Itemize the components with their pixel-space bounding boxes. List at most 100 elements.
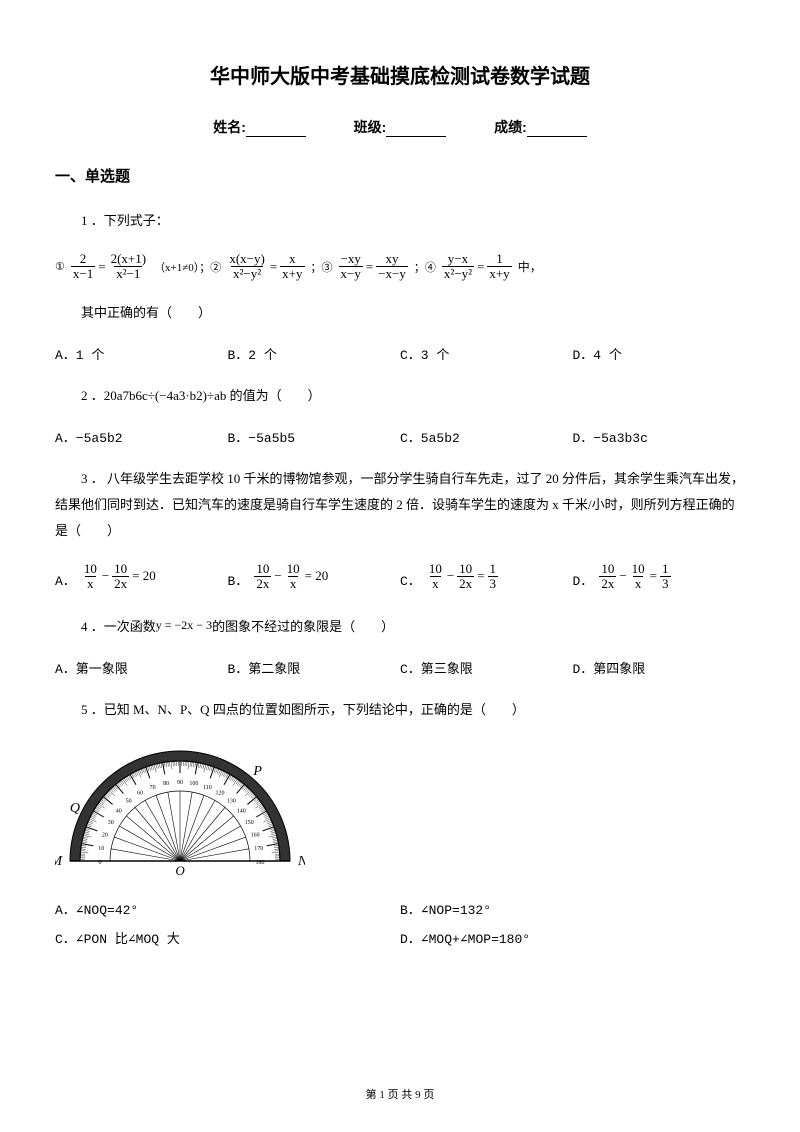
label-o: O xyxy=(175,863,185,876)
protractor-figure: 0102030405060708090100110120130140150160… xyxy=(55,741,745,881)
q4-opt-a[interactable]: A．第一象限 xyxy=(55,658,228,677)
q3c3d: 3 xyxy=(488,576,499,591)
q1-f3n: x(x−y) xyxy=(227,252,267,266)
q2-opt-b[interactable]: B．−5a5b5 xyxy=(228,427,401,446)
q1-cond: （x+1≠0）；② xyxy=(154,259,221,275)
svg-text:70: 70 xyxy=(150,785,156,791)
svg-text:110: 110 xyxy=(203,785,212,791)
q3d2n: 10 xyxy=(630,562,647,576)
q4-stem-b: 的图象不经过的象限是（ ） xyxy=(212,619,394,634)
q3-c-label: C． xyxy=(400,570,421,591)
q5-options: A．∠NOQ=42° B．∠NOP=132° C．∠PON 比∠MOQ 大 D．… xyxy=(55,899,745,957)
q3c2d: 2x xyxy=(457,576,474,591)
q1-f5n: −xy xyxy=(339,252,363,266)
name-blank[interactable] xyxy=(246,123,306,137)
q3c1d: x xyxy=(430,576,441,591)
name-label: 姓名: xyxy=(213,119,246,135)
svg-text:130: 130 xyxy=(227,799,236,805)
label-n: N xyxy=(297,854,305,869)
q1-f7d: x²−y² xyxy=(442,266,474,281)
q1-f8d: x+y xyxy=(487,266,511,281)
q1-f5d: x−y xyxy=(339,266,363,281)
q1-opt-a[interactable]: A．1 个 xyxy=(55,344,228,363)
class-blank[interactable] xyxy=(386,123,446,137)
section-heading: 一、单选题 xyxy=(55,165,745,186)
q3-opt-a[interactable]: A． 10x − 102x = 20 xyxy=(55,562,228,592)
q4-fn: y = −2x − 3 xyxy=(156,618,212,632)
q3b1d: 2x xyxy=(254,576,271,591)
q5-opt-a[interactable]: A．∠NOQ=42° xyxy=(55,899,400,918)
q1-stem: 1 ．下列式子： xyxy=(55,208,745,234)
q3c1n: 10 xyxy=(427,562,444,576)
q5-opt-c[interactable]: C．∠PON 比∠MOQ 大 xyxy=(55,928,400,947)
svg-text:80: 80 xyxy=(163,781,169,787)
svg-text:60: 60 xyxy=(137,791,143,797)
svg-text:30: 30 xyxy=(108,820,114,826)
q3b2n: 10 xyxy=(285,562,302,576)
q1-f2d: x²−1 xyxy=(114,266,142,281)
q3-opt-d[interactable]: D． 102x − 10x = 13 xyxy=(573,562,746,592)
student-info-line: 姓名: 班级: 成绩: xyxy=(55,117,745,137)
q4-opt-d[interactable]: D．第四象限 xyxy=(573,658,746,677)
q3-opt-c[interactable]: C． 10x − 102x = 13 xyxy=(400,562,573,592)
q2-opt-a[interactable]: A．−5a5b2 xyxy=(55,427,228,446)
q3-stem: 3 ． 八年级学生去距学校 10 千米的博物馆参观，一部分学生骑自行车先走，过了… xyxy=(55,466,745,544)
q3-d-label: D． xyxy=(573,570,594,591)
q1-tail: 中， xyxy=(518,258,542,275)
q4-opt-b[interactable]: B．第二象限 xyxy=(228,658,401,677)
q3-b-label: B． xyxy=(228,570,249,591)
q1-opt-d[interactable]: D．4 个 xyxy=(573,344,746,363)
q3d3d: 3 xyxy=(660,576,671,591)
circ-1: ① xyxy=(55,260,65,273)
q1-opt-c[interactable]: C．3 个 xyxy=(400,344,573,363)
circ-3: ；③ xyxy=(311,259,333,275)
q3c3n: 1 xyxy=(488,562,499,576)
q3d2d: x xyxy=(633,576,644,591)
q5-opt-b[interactable]: B．∠NOP=132° xyxy=(400,899,745,918)
q3a-r: = 20 xyxy=(132,568,156,584)
svg-text:180: 180 xyxy=(256,860,265,866)
q2-opt-c[interactable]: C．5a5b2 xyxy=(400,427,573,446)
circ-4: ；④ xyxy=(414,259,436,275)
q3c2n: 10 xyxy=(457,562,474,576)
q2-options: A．−5a5b2 B．−5a5b5 C．5a5b2 D．−5a3b3c xyxy=(55,427,745,446)
q4-opt-c[interactable]: C．第三象限 xyxy=(400,658,573,677)
q5-opt-d[interactable]: D．∠MOQ+∠MOP=180° xyxy=(400,928,745,947)
q3a2n: 10 xyxy=(112,562,129,576)
q1-f2n: 2(x+1) xyxy=(109,252,149,266)
q3b2d: x xyxy=(288,576,299,591)
q4-stem: 4 ．一次函数y = −2x − 3的图象不经过的象限是（ ） xyxy=(55,613,745,640)
q2-opt-d[interactable]: D．−5a3b3c xyxy=(573,427,746,446)
q1-options: A．1 个 B．2 个 C．3 个 D．4 个 xyxy=(55,344,745,363)
q1-f6n: xy xyxy=(384,252,401,266)
q4-stem-a: 4 ．一次函数 xyxy=(81,619,156,634)
page-title: 华中师大版中考基础摸底检测试卷数学试题 xyxy=(55,60,745,89)
svg-text:50: 50 xyxy=(126,799,132,805)
score-label: 成绩: xyxy=(494,119,527,135)
q3d3n: 1 xyxy=(660,562,671,576)
page-footer: 第 1 页 共 9 页 xyxy=(0,1086,800,1102)
q1-f6d: −x−y xyxy=(376,266,408,281)
q1-f1n: 2 xyxy=(78,252,89,266)
q3a1d: x xyxy=(85,576,96,591)
svg-text:10: 10 xyxy=(98,846,104,852)
q1-expressions: ① 2x−1 = 2(x+1)x²−1 （x+1≠0）；② x(x−y)x²−y… xyxy=(55,252,745,282)
q3b-r: = 20 xyxy=(305,568,329,584)
label-q: Q xyxy=(70,801,80,816)
q3-opt-b[interactable]: B． 102x − 10x = 20 xyxy=(228,562,401,592)
score-blank[interactable] xyxy=(527,123,587,137)
q1-f7n: y−x xyxy=(446,252,470,266)
q1-opt-b[interactable]: B．2 个 xyxy=(228,344,401,363)
svg-text:100: 100 xyxy=(189,781,198,787)
svg-text:90: 90 xyxy=(177,780,183,786)
q1-after: 其中正确的有（ ） xyxy=(55,300,745,326)
svg-text:0: 0 xyxy=(99,860,102,866)
q1-f4d: x+y xyxy=(280,266,304,281)
label-m: M xyxy=(55,854,63,869)
q3-a-label: A． xyxy=(55,570,76,591)
q3-options: A． 10x − 102x = 20 B． 102x − 10x = 20 C．… xyxy=(55,562,745,592)
svg-text:40: 40 xyxy=(116,809,122,815)
q4-options: A．第一象限 B．第二象限 C．第三象限 D．第四象限 xyxy=(55,658,745,677)
q2-stem: 2 ．20a7b6c÷(−4a3·b2)÷ab 的值为（ ） xyxy=(55,383,745,409)
q1-f1d: x−1 xyxy=(71,266,95,281)
